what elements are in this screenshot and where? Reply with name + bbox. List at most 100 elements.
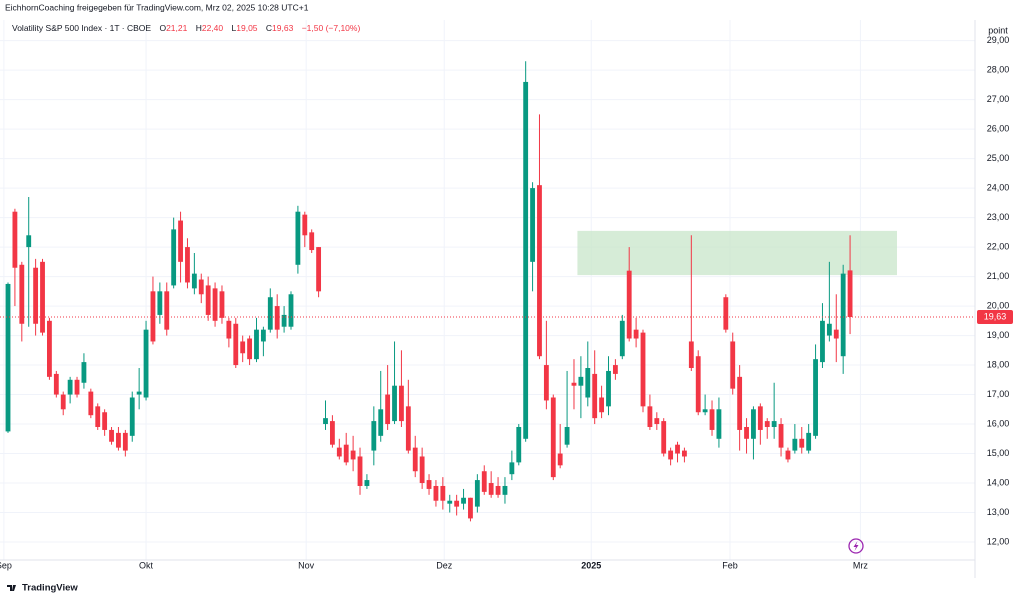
candle-body	[592, 373, 598, 419]
candle-body	[178, 220, 183, 262]
alert-icon[interactable]	[848, 538, 864, 554]
candle-body	[122, 432, 128, 451]
candle-body	[288, 294, 294, 327]
candle-body	[716, 409, 722, 439]
y-tick-label: 12,00	[987, 536, 1010, 546]
axis-unit: point	[988, 25, 1008, 35]
candle-body	[516, 426, 522, 463]
candle-body	[806, 432, 812, 451]
y-tick-label: 25,00	[987, 153, 1010, 163]
candle-body	[682, 450, 687, 457]
candle-body	[254, 329, 259, 360]
candle-body	[81, 362, 87, 383]
candle-body	[523, 81, 529, 439]
legend-value: 19,05	[236, 23, 258, 33]
candle-body	[109, 429, 114, 442]
y-tick-label: 23,00	[987, 212, 1010, 222]
x-tick-label: Dez	[436, 560, 453, 570]
candle-body	[364, 480, 370, 486]
candle-body	[240, 341, 246, 354]
legend-key: L	[232, 23, 237, 33]
candle-body	[820, 320, 825, 363]
candle-body	[295, 211, 301, 265]
candle-body	[74, 379, 80, 395]
candle-body	[274, 306, 280, 330]
candle-body	[157, 291, 163, 315]
y-tick-label: 24,00	[987, 182, 1010, 192]
candle-body	[688, 341, 694, 369]
unit-box	[976, 20, 1024, 40]
candle-body	[723, 297, 729, 330]
candle-body	[357, 456, 363, 486]
candle-body	[88, 391, 94, 416]
candle-body	[343, 444, 349, 463]
candle-body	[751, 409, 756, 439]
footer: TradingView	[22, 583, 78, 594]
candle-body	[771, 421, 777, 427]
candle-body	[757, 406, 763, 430]
candle-body	[102, 412, 108, 430]
candle-body	[329, 421, 335, 445]
candle-body	[633, 329, 639, 339]
candle-body	[585, 368, 591, 398]
y-tick-label: 14,00	[987, 477, 1010, 487]
candle-body	[509, 462, 515, 475]
candle-body	[40, 261, 45, 333]
y-tick-label: 17,00	[987, 389, 1010, 399]
candle-body	[219, 291, 225, 318]
candle-body	[336, 447, 342, 457]
y-tick-label: 15,00	[987, 448, 1010, 458]
legend-change: −1,50 (−7,10%)	[302, 23, 361, 33]
candle-body	[385, 394, 391, 425]
candle-body	[405, 406, 411, 451]
candle-body	[799, 438, 805, 448]
candle-body	[47, 320, 52, 377]
candle-body	[764, 421, 770, 427]
x-tick-label: Nov	[298, 560, 315, 570]
candle-body	[564, 426, 570, 445]
zone	[577, 230, 898, 276]
candle-body	[661, 421, 667, 454]
candle-body	[60, 394, 66, 410]
x-tick-label: Okt	[139, 560, 154, 570]
candle-body	[847, 270, 853, 317]
candle-body	[654, 418, 660, 425]
candle-body	[537, 185, 542, 357]
candle-body	[468, 497, 473, 519]
candle-body	[599, 397, 605, 413]
candle-body	[33, 267, 39, 324]
candle-body	[164, 291, 170, 330]
candle-body	[143, 329, 149, 398]
header: EichhornCoaching freigegeben für Trading…	[5, 2, 309, 12]
candle-body	[129, 397, 135, 436]
candle-body	[454, 500, 460, 507]
candle-body	[302, 214, 308, 236]
candle-body	[371, 421, 377, 451]
candle-body	[309, 232, 315, 251]
candle-body	[778, 424, 784, 448]
legend-value: 22,40	[202, 23, 224, 33]
candle-body	[12, 211, 18, 268]
candle-body	[840, 273, 846, 357]
x-tick-label: Feb	[722, 560, 738, 570]
x-tick-label: Mrz	[853, 560, 868, 570]
candle-body	[198, 279, 204, 295]
candle-body	[826, 323, 832, 336]
candle-body	[647, 406, 653, 427]
candle-body	[730, 341, 736, 389]
candle-body	[709, 409, 715, 430]
candle-body	[95, 406, 101, 427]
y-tick-label: 16,00	[987, 418, 1010, 428]
candle-body	[792, 438, 798, 451]
candle-body	[461, 497, 466, 504]
x-tick-label: 2025	[581, 560, 601, 570]
legend-value: 21,21	[166, 23, 188, 33]
y-tick-label: 13,00	[987, 507, 1010, 517]
candle-body	[412, 447, 418, 472]
y-tick-label: 20,00	[987, 300, 1010, 310]
candle-body	[612, 365, 618, 374]
candle-body	[495, 485, 501, 495]
candle-body	[247, 338, 252, 360]
